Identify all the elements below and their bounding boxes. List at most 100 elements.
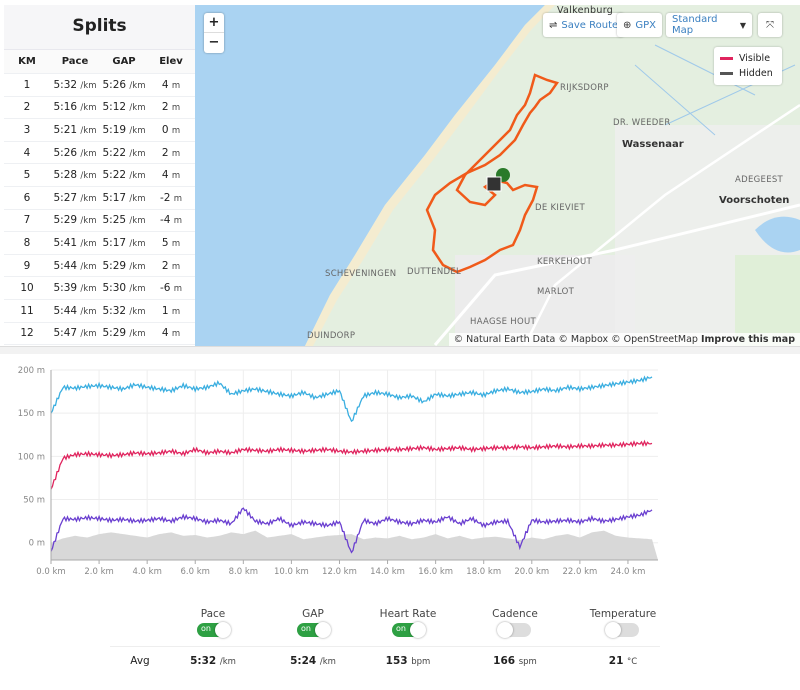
split-km: 7 xyxy=(23,214,31,227)
toggle-cadence: Cadence xyxy=(470,608,560,638)
legend-hidden[interactable]: Hidden xyxy=(720,66,776,81)
split-km: 5 xyxy=(23,169,31,182)
x-tick-label: 4.0 km xyxy=(132,567,161,577)
split-elev: 5 m xyxy=(161,236,181,249)
road xyxy=(523,103,800,346)
split-row[interactable]: 4 5:26 /km 5:22 /km 2 m xyxy=(4,142,195,165)
lake xyxy=(755,216,800,253)
split-km: 10 xyxy=(20,282,34,295)
split-gap: 5:19 /km xyxy=(102,123,146,136)
road xyxy=(433,203,800,346)
resize-handle[interactable] xyxy=(0,346,800,354)
split-gap: 5:22 /km xyxy=(102,169,146,182)
x-tick-label: 0.0 km xyxy=(36,567,65,577)
place-label: DE KIEVIET xyxy=(535,203,585,213)
split-pace: 5:16 /km xyxy=(53,101,97,114)
split-pace: 5:44 /km xyxy=(53,259,97,272)
fullscreen-icon: ⤧ xyxy=(766,19,774,31)
split-pace: 5:41 /km xyxy=(53,236,97,249)
x-tick-label: 2.0 km xyxy=(84,567,113,577)
split-row[interactable]: 12 5:47 /km 5:29 /km 4 m xyxy=(4,323,195,346)
split-row[interactable]: 8 5:41 /km 5:17 /km 5 m xyxy=(4,232,195,255)
split-row[interactable]: 9 5:44 /km 5:29 /km 2 m xyxy=(4,255,195,278)
improve-map-link[interactable]: Improve this map xyxy=(700,334,795,345)
place-label: SCHEVENINGEN xyxy=(325,269,397,279)
toggle-label: Heart Rate xyxy=(379,608,437,620)
split-gap: 5:26 /km xyxy=(102,78,146,91)
toggle-switch[interactable]: on xyxy=(297,622,331,638)
photo-marker[interactable] xyxy=(486,176,502,192)
place-label: DUTTENDEL xyxy=(407,267,462,277)
toggle-label: GAP xyxy=(302,608,324,620)
gpx-button[interactable]: ⊕ GPX xyxy=(617,13,663,37)
toggle-heart-rate: Heart Rate on xyxy=(363,608,453,638)
split-pace: 5:47 /km xyxy=(53,327,97,340)
split-row[interactable]: 3 5:21 /km 5:19 /km 0 m xyxy=(4,119,195,142)
toggle-switch[interactable] xyxy=(497,622,531,638)
split-row[interactable]: 2 5:16 /km 5:12 /km 2 m xyxy=(4,97,195,120)
sea xyxy=(195,5,545,346)
caret-down-icon: ▼ xyxy=(739,20,746,30)
split-row[interactable]: 11 5:44 /km 5:32 /km 1 m xyxy=(4,300,195,323)
map-attribution: © Natural Earth Data © Mapbox © OpenStre… xyxy=(448,333,800,346)
split-gap: 5:32 /km xyxy=(102,304,146,317)
split-elev: 4 m xyxy=(161,169,181,182)
averages-row: Avg 5:32 /km 5:24 /km 153 bpm 166 spm 21 °C xyxy=(110,646,660,676)
split-elev: -2 m xyxy=(159,191,183,204)
toggle-switch[interactable]: on xyxy=(197,622,231,638)
toggle-switch[interactable] xyxy=(605,622,639,638)
splits-panel: Splits KM Pace GAP Elev 1 5:32 /km 5:26 … xyxy=(4,5,195,346)
x-tick-label: 8.0 km xyxy=(229,567,258,577)
split-row[interactable]: 7 5:29 /km 5:25 /km -4 m xyxy=(4,210,195,233)
place-label: DUINDORP xyxy=(307,331,356,341)
toggle-label: Pace xyxy=(200,608,226,620)
zoom-in-button[interactable]: + xyxy=(204,13,224,33)
legend-visible[interactable]: Visible xyxy=(720,51,776,66)
split-row[interactable]: 1 5:32 /km 5:26 /km 4 m xyxy=(4,74,195,97)
toggle-switch[interactable]: on xyxy=(392,622,426,638)
avg-value: 21 °C xyxy=(608,655,638,667)
toggle-temperature: Temperature xyxy=(578,608,668,638)
y-tick-label: 150 m xyxy=(18,409,45,419)
split-km: 9 xyxy=(23,259,31,272)
split-pace: 5:32 /km xyxy=(53,78,97,91)
split-row[interactable]: 6 5:27 /km 5:17 /km -2 m xyxy=(4,187,195,210)
split-gap: 5:29 /km xyxy=(102,327,146,340)
split-km: 3 xyxy=(23,123,31,136)
x-tick-label: 22.0 km xyxy=(562,567,597,577)
place-label: Wassenaar xyxy=(622,139,684,150)
split-pace: 5:26 /km xyxy=(53,146,97,159)
x-tick-label: 10.0 km xyxy=(274,567,309,577)
splits-title: Splits xyxy=(4,5,195,50)
place-label: Valkenburg xyxy=(557,5,614,16)
fullscreen-button[interactable]: ⤧ xyxy=(758,13,782,37)
urban-area xyxy=(455,255,635,346)
series-line xyxy=(50,375,653,423)
save-route-button[interactable]: ⇌ Save Route xyxy=(543,13,625,37)
map-canvas xyxy=(195,5,800,346)
col-km: KM xyxy=(18,56,36,67)
toggle-pace: Pace on xyxy=(168,608,258,638)
place-label: RIJKSDORP xyxy=(560,83,609,93)
x-tick-label: 20.0 km xyxy=(514,567,549,577)
split-gap: 5:30 /km xyxy=(102,282,146,295)
park xyxy=(735,255,800,346)
split-elev: 2 m xyxy=(161,259,181,272)
y-tick-label: 50 m xyxy=(23,496,45,506)
place-label: DR. WEEDER xyxy=(613,118,671,128)
series-line xyxy=(50,439,653,490)
x-tick-label: 14.0 km xyxy=(370,567,405,577)
split-row[interactable]: 10 5:39 /km 5:30 /km -6 m xyxy=(4,277,195,300)
map-style-dropdown[interactable]: Standard Map ▼ xyxy=(666,13,752,37)
split-gap: 5:25 /km xyxy=(102,214,146,227)
route-icon: ⇌ xyxy=(549,19,558,31)
split-gap: 5:17 /km xyxy=(102,191,146,204)
route-map[interactable]: + − ⇌ Save Route ⊕ GPX Standard Map ▼ ⤧ Vis… xyxy=(195,5,800,346)
route-line[interactable] xyxy=(425,73,560,274)
avg-label: Avg xyxy=(130,655,150,667)
split-km: 12 xyxy=(20,327,34,340)
split-row[interactable]: 5 5:28 /km 5:22 /km 4 m xyxy=(4,164,195,187)
zoom-out-button[interactable]: − xyxy=(208,35,220,50)
split-elev: 0 m xyxy=(161,123,181,136)
x-tick-label: 16.0 km xyxy=(418,567,453,577)
